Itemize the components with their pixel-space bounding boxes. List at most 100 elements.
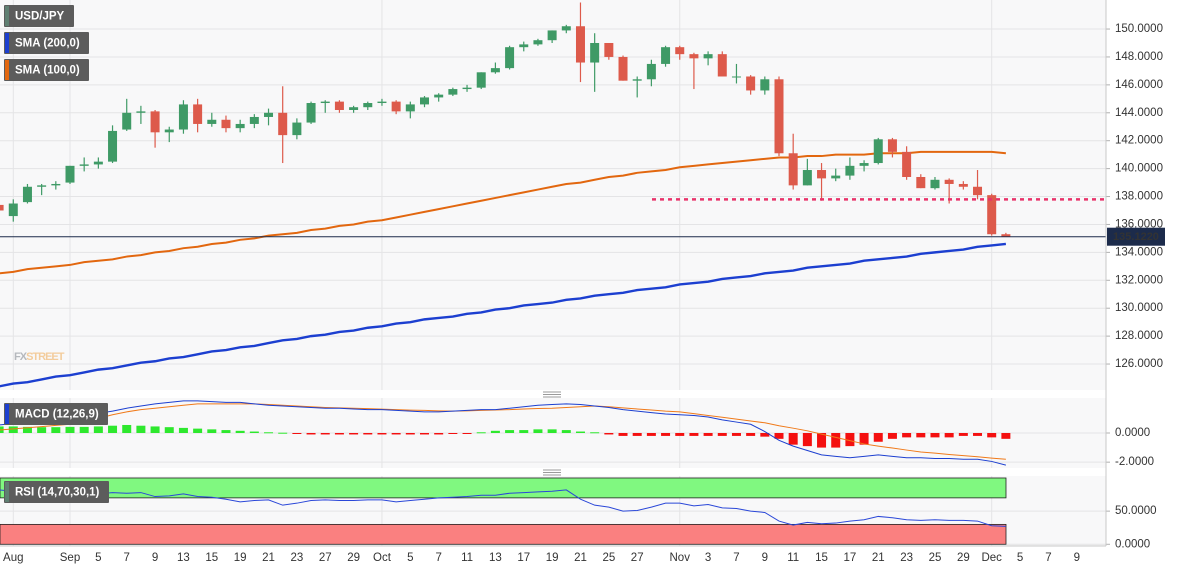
y-tick-label: 150.0000 — [1115, 23, 1163, 35]
histogram-bar — [817, 433, 827, 448]
histogram-bar — [958, 433, 968, 436]
histogram-bar — [902, 433, 912, 438]
y-tick-label: 50.0000 — [1115, 505, 1157, 517]
candle-body — [802, 170, 812, 186]
histogram-bar — [987, 433, 997, 438]
histogram-bar — [675, 433, 685, 436]
histogram-bar — [717, 433, 727, 436]
x-tick-label: 17 — [844, 552, 857, 564]
candle-body — [817, 170, 827, 179]
histogram-bar — [703, 433, 713, 436]
x-tick-label: Sep — [60, 552, 80, 564]
candle-body — [760, 79, 770, 91]
candle-body — [150, 111, 160, 133]
x-tick-label: 11 — [787, 552, 799, 564]
candle-body — [349, 107, 359, 110]
histogram-bar — [108, 425, 118, 433]
candle-body — [249, 116, 259, 124]
x-tick-label: 15 — [815, 552, 828, 564]
x-tick-label: 5 — [1017, 552, 1023, 564]
candle-body — [618, 56, 628, 81]
candle-body — [79, 164, 89, 166]
histogram-bar — [802, 433, 812, 447]
candle-body — [916, 176, 926, 189]
histogram-bar — [65, 426, 75, 433]
candle-body — [561, 26, 571, 31]
x-tick-label: 15 — [205, 552, 218, 564]
histogram-bar — [306, 433, 316, 435]
histogram-bar — [420, 433, 429, 435]
candle-body — [632, 79, 642, 81]
candle-body — [973, 186, 983, 196]
y-tick-label: 128.0000 — [1115, 330, 1163, 342]
histogram-bar — [944, 433, 954, 438]
overlay: 135.1220 USD/JPY SMA (200,0) SMA (100,0) MAC… — [0, 5, 1165, 503]
candle-body — [703, 54, 713, 59]
candle-body — [334, 101, 344, 110]
candle-body — [859, 163, 869, 166]
sma-line — [0, 150, 1006, 275]
candle-body — [377, 101, 387, 104]
histogram-bar — [377, 433, 387, 435]
x-tick-label: Nov — [670, 552, 691, 564]
x-tick-label: 23 — [290, 552, 303, 564]
x-tick-label: 13 — [177, 552, 190, 564]
histogram-bar — [8, 426, 18, 433]
candle-body — [0, 204, 4, 211]
histogram-bar — [831, 433, 841, 448]
histogram-bar — [405, 433, 415, 435]
histogram-bar — [235, 430, 245, 433]
histogram-bar — [746, 433, 756, 436]
histogram-bar — [363, 433, 373, 435]
histogram-bar — [193, 428, 203, 433]
histogram-bar — [207, 429, 217, 433]
candle-body — [490, 68, 500, 73]
histogram-bar — [221, 430, 231, 433]
histogram-bar — [519, 430, 529, 433]
candle-body — [731, 76, 741, 78]
candle-body — [902, 151, 912, 177]
x-tick-label: 9 — [1074, 552, 1080, 564]
signal-line — [0, 403, 1006, 460]
legend-box — [4, 481, 109, 503]
x-tick-label: 9 — [152, 552, 158, 564]
legend-item: MACD (12,26,9) — [4, 403, 108, 425]
histogram-bar — [788, 433, 798, 445]
candle-body — [37, 185, 47, 187]
histogram-bar — [760, 433, 770, 437]
histogram-bar — [164, 427, 174, 433]
candle-body — [519, 44, 529, 48]
y-tick-label: 126.0000 — [1115, 358, 1163, 370]
histogram-bar — [575, 431, 585, 433]
x-tick-label: 29 — [957, 552, 970, 564]
candle-body — [646, 63, 656, 80]
histogram-bar — [462, 433, 472, 434]
candle-body — [887, 139, 897, 152]
panel-handles — [543, 391, 561, 476]
histogram-bar — [93, 426, 103, 433]
watermark-part: STREET — [26, 351, 65, 363]
candle-body — [363, 103, 373, 108]
x-tick-label: 21 — [262, 552, 275, 564]
histogram-bar — [859, 433, 869, 445]
legend-label: USD/JPY — [15, 11, 65, 23]
candle-body — [774, 79, 784, 154]
histogram-bar — [136, 425, 146, 433]
legend-swatch — [5, 33, 9, 53]
histogram-bar — [320, 433, 330, 435]
candle-body — [264, 112, 274, 117]
histogram-bar — [334, 433, 344, 435]
x-tick-label: 25 — [602, 552, 615, 564]
candle-body — [178, 104, 188, 130]
histogram-bar — [1001, 433, 1011, 439]
candle-body — [604, 42, 614, 57]
x-tick-label: 17 — [517, 552, 530, 564]
histogram-bar — [249, 431, 259, 433]
legend-label: SMA (100,0) — [15, 65, 80, 77]
x-tick-label: 3 — [705, 552, 711, 564]
y-tick-label: 146.0000 — [1115, 79, 1163, 91]
candle-body — [845, 165, 855, 176]
candle-body — [405, 104, 415, 112]
histogram-bar — [561, 430, 571, 433]
